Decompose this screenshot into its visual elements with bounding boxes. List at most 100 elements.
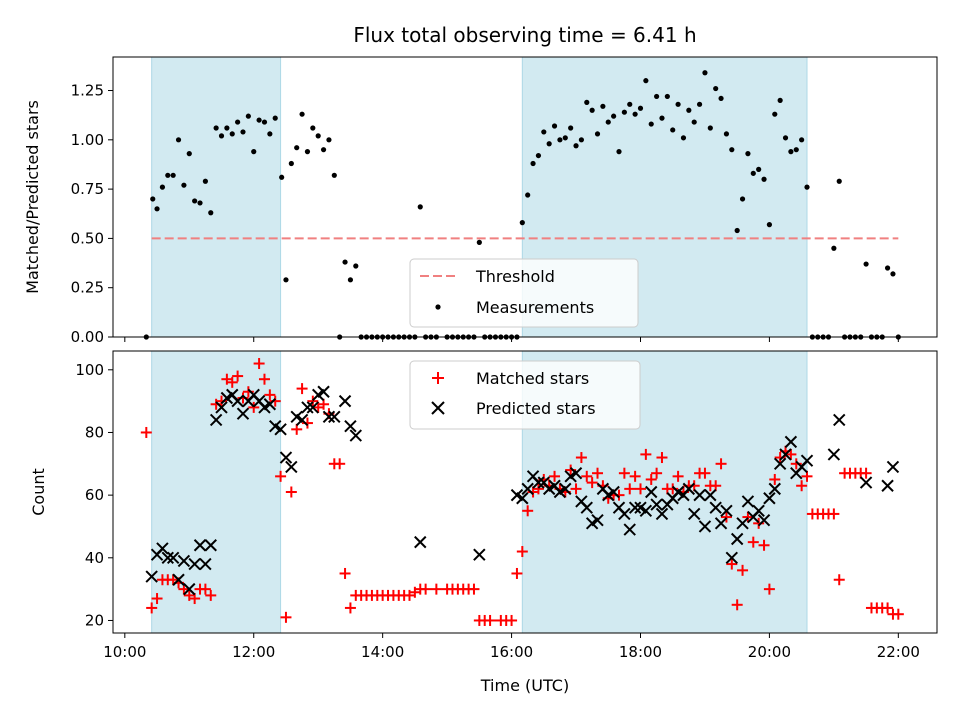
- predicted-star-point: [704, 488, 717, 502]
- matched-star-point: [285, 486, 297, 498]
- matched-star-point: [747, 536, 759, 548]
- matched-star-point: [291, 423, 303, 435]
- measurement-point: [519, 220, 525, 226]
- predicted-star-point: [414, 535, 427, 549]
- predicted-star-point: [344, 419, 357, 433]
- measurement-point: [799, 137, 805, 143]
- predicted-star-point: [784, 435, 798, 449]
- matched-star-point: [484, 614, 496, 626]
- measurement-point: [713, 85, 719, 92]
- predicted-star-point: [338, 394, 352, 408]
- predicted-star-point: [736, 517, 749, 530]
- y-tick-label: 80: [85, 423, 104, 441]
- matched-star-point: [592, 467, 604, 479]
- matched-star-point: [753, 517, 765, 529]
- measurement-point: [777, 97, 783, 103]
- matched-star-point: [296, 383, 308, 395]
- measurement-point: [600, 103, 606, 109]
- measurement-point: [723, 131, 730, 137]
- predicted-star-point: [687, 507, 701, 521]
- measurement-point: [675, 101, 681, 107]
- matched-star-point: [205, 589, 217, 601]
- predicted-star-point: [720, 504, 733, 518]
- measurement-point: [616, 149, 622, 155]
- predicted-star-point: [628, 501, 642, 514]
- matched-star-point: [570, 483, 582, 495]
- predicted-star-point: [322, 410, 336, 424]
- predicted-star-point: [757, 513, 771, 527]
- measurement-point: [299, 111, 305, 117]
- top-legend: Threshold Measurements: [409, 258, 639, 328]
- measurement-point: [224, 125, 230, 131]
- matched-star-point: [790, 458, 802, 470]
- measurement-point: [235, 119, 241, 125]
- matched-star-point: [151, 593, 163, 605]
- y-tick-label: 0.25: [71, 279, 104, 297]
- matched-star-point: [731, 599, 743, 611]
- measurement-point: [197, 200, 203, 206]
- predicted-star-point: [881, 479, 894, 492]
- measurement-point: [648, 121, 654, 127]
- y-tick-label: 20: [85, 611, 104, 629]
- legend-predicted-label: Predicted stars: [476, 399, 596, 418]
- matched-star-point: [511, 567, 523, 579]
- predicted-star-point: [773, 457, 787, 471]
- matched-star-point: [720, 511, 732, 523]
- legend-matched-swatch: [432, 372, 444, 384]
- measurement-point: [739, 196, 746, 202]
- matched-stars-points: [140, 358, 904, 626]
- predicted-star-point: [768, 482, 781, 496]
- x-tick-label: 20:00: [748, 643, 791, 661]
- matched-star-point: [785, 448, 797, 460]
- measurement-point: [691, 119, 697, 125]
- measurement-point: [310, 125, 316, 131]
- measurement-point: [793, 147, 799, 153]
- measurement-point: [170, 172, 176, 178]
- bottom-legend: Matched stars Predicted stars: [409, 360, 641, 430]
- measurement-point: [745, 151, 751, 157]
- measurement-point: [267, 131, 273, 137]
- measurement-point: [150, 196, 156, 202]
- predicted-star-point: [473, 548, 486, 561]
- predicted-star-point: [580, 501, 593, 514]
- measurement-point: [256, 117, 262, 123]
- measurement-point: [208, 210, 214, 216]
- measurement-point: [251, 149, 257, 155]
- predicted-star-point: [274, 423, 287, 436]
- shaded-region: [151, 56, 282, 338]
- matched-star-point: [618, 467, 630, 479]
- measurement-point: [213, 125, 219, 131]
- measurement-point: [229, 131, 235, 137]
- bottom-legend-box: [409, 360, 641, 430]
- matched-star-point: [253, 358, 265, 370]
- matched-star-point: [774, 452, 786, 464]
- predicted-star-point: [145, 570, 158, 583]
- measurement-point: [627, 101, 633, 107]
- y-tick-label: 100: [75, 361, 104, 379]
- measurement-point: [562, 135, 568, 141]
- measurement-point: [637, 105, 644, 111]
- y-tick-label: 40: [85, 549, 104, 567]
- predicted-star-point: [317, 385, 330, 398]
- measurement-point: [530, 160, 536, 167]
- matched-star-point: [586, 477, 598, 489]
- measurement-point: [632, 111, 638, 117]
- measurement-point: [326, 137, 332, 143]
- predicted-star-point: [730, 532, 744, 546]
- matched-star-point: [710, 480, 722, 492]
- predicted-star-point: [263, 398, 277, 411]
- matched-star-point: [344, 602, 356, 614]
- matched-star-point: [280, 611, 292, 623]
- bottom-x-ticks: 10:00 12:00 14:00 16:00 18:00 20:00 22:00: [103, 633, 920, 661]
- predicted-star-point: [833, 413, 846, 427]
- x-axis-label: Time (UTC): [480, 676, 569, 695]
- measurement-point: [154, 206, 160, 212]
- measurement-point: [261, 119, 268, 125]
- predicted-star-point: [655, 507, 669, 521]
- top-legend-box: [409, 258, 639, 328]
- measurement-point: [707, 125, 713, 131]
- measurement-point: [734, 227, 740, 234]
- predicted-star-point: [827, 448, 841, 461]
- predicted-star-point: [693, 488, 706, 502]
- y-tick-label: 0.50: [71, 229, 104, 247]
